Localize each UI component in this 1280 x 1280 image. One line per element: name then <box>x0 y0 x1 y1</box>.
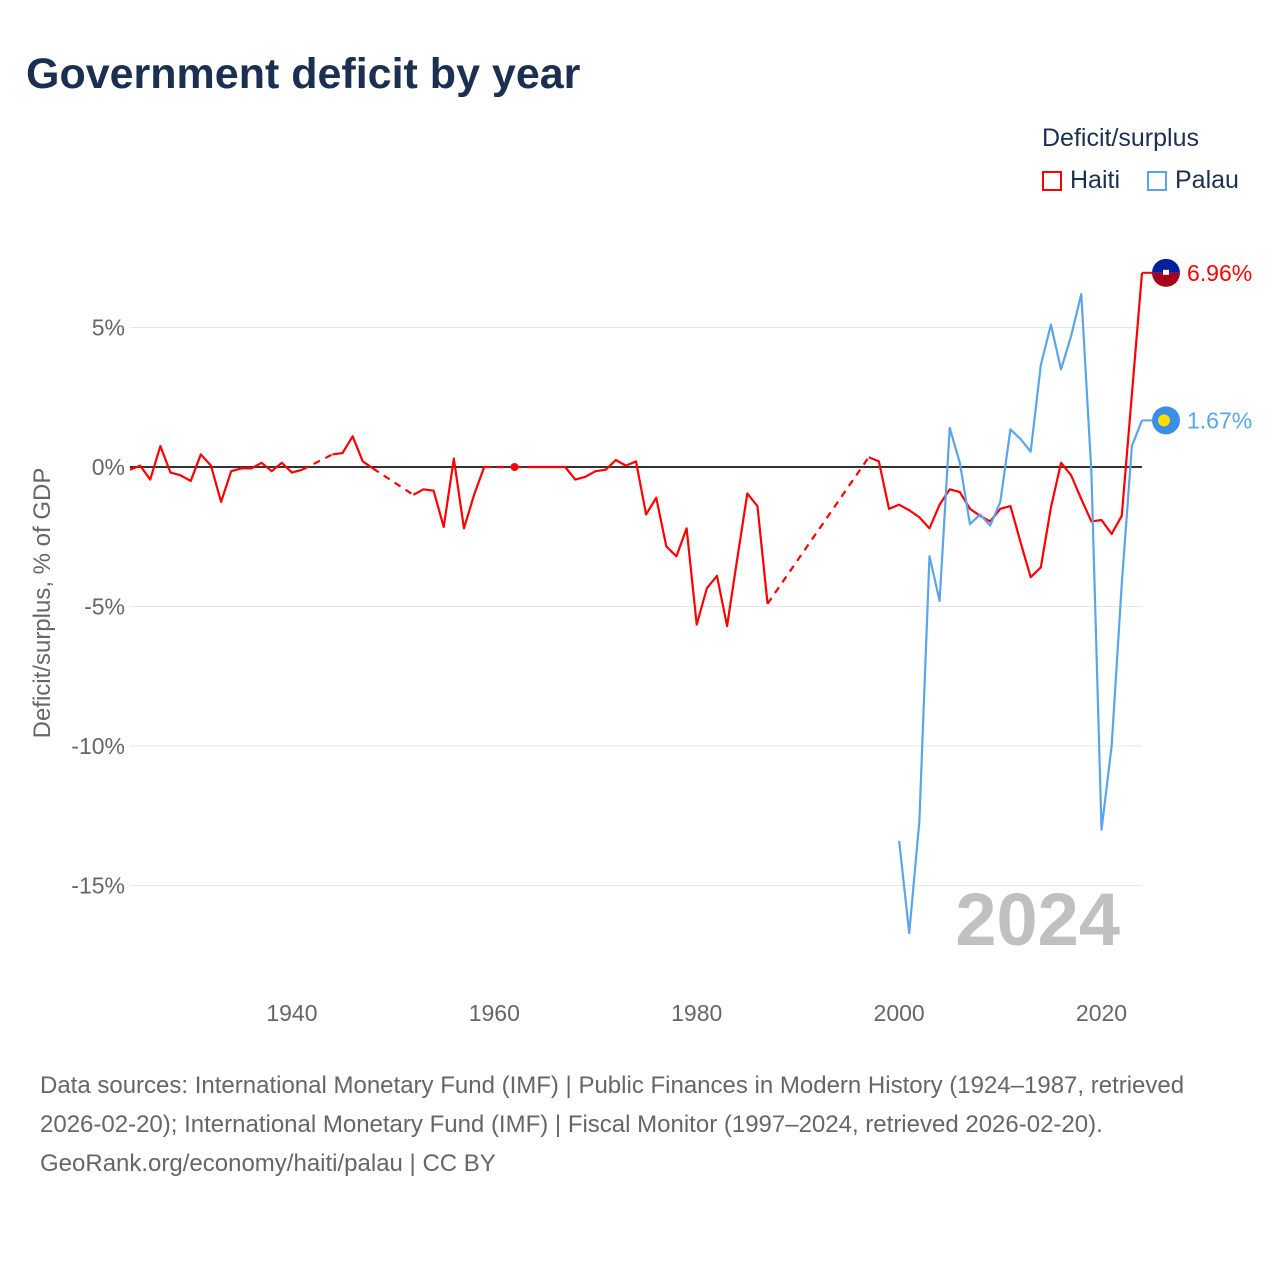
x-tick-label: 2000 <box>874 1000 925 1026</box>
y-tick-label: 0% <box>92 454 125 480</box>
x-tick-label: 2020 <box>1076 1000 1127 1026</box>
series-line-haiti <box>412 457 486 530</box>
flag-emblem <box>1158 414 1170 427</box>
y-tick-label: -5% <box>84 594 125 620</box>
gap-connector <box>766 456 870 605</box>
legend-title: Deficit/surplus <box>1042 124 1199 152</box>
flag-emblem <box>1163 269 1169 275</box>
source-note: Data sources: International Monetary Fun… <box>40 1066 1240 1183</box>
chart-title: Government deficit by year <box>26 50 581 98</box>
legend-label: Haiti <box>1070 166 1121 194</box>
x-tick-label: 1940 <box>266 1000 317 1026</box>
legend-label: Palau <box>1175 166 1239 194</box>
y-tick-label: -15% <box>71 873 125 899</box>
attribution-link[interactable]: GeoRank.org/economy/haiti/palau | CC BY <box>40 1150 496 1177</box>
series-line-haiti <box>129 444 303 503</box>
y-tick-label: 5% <box>92 315 125 341</box>
end-value-label: 1.67% <box>1187 407 1252 433</box>
y-tick-label: -10% <box>71 733 125 759</box>
series-line-haiti <box>332 435 374 470</box>
series-line-haiti <box>868 272 1144 579</box>
legend-item-palau[interactable]: Palau <box>1147 166 1239 195</box>
haiti-flag-icon <box>1152 272 1181 287</box>
x-tick-label: 1960 <box>469 1000 520 1026</box>
series-line-haiti <box>534 458 769 628</box>
legend-item-haiti[interactable]: Haiti <box>1042 166 1120 195</box>
data-sources: Data sources: International Monetary Fun… <box>40 1072 1185 1138</box>
haiti-flag-icon <box>1152 258 1181 273</box>
legend-swatch <box>1042 170 1062 191</box>
y-axis-label: Deficit/surplus, % of GDP <box>29 468 56 739</box>
end-value-label: 6.96% <box>1187 260 1252 286</box>
plot-area: 5% 0% -5% -10% -15% 1940 1960 1980 2000 2020 Defic… <box>29 258 1252 1026</box>
gap-connector <box>301 453 333 471</box>
gap-connector <box>372 467 414 496</box>
x-tick-label: 1980 <box>671 1000 722 1026</box>
series-line-palau <box>898 292 1144 935</box>
year-watermark: 2024 <box>955 878 1120 961</box>
legend-swatch <box>1147 170 1167 191</box>
